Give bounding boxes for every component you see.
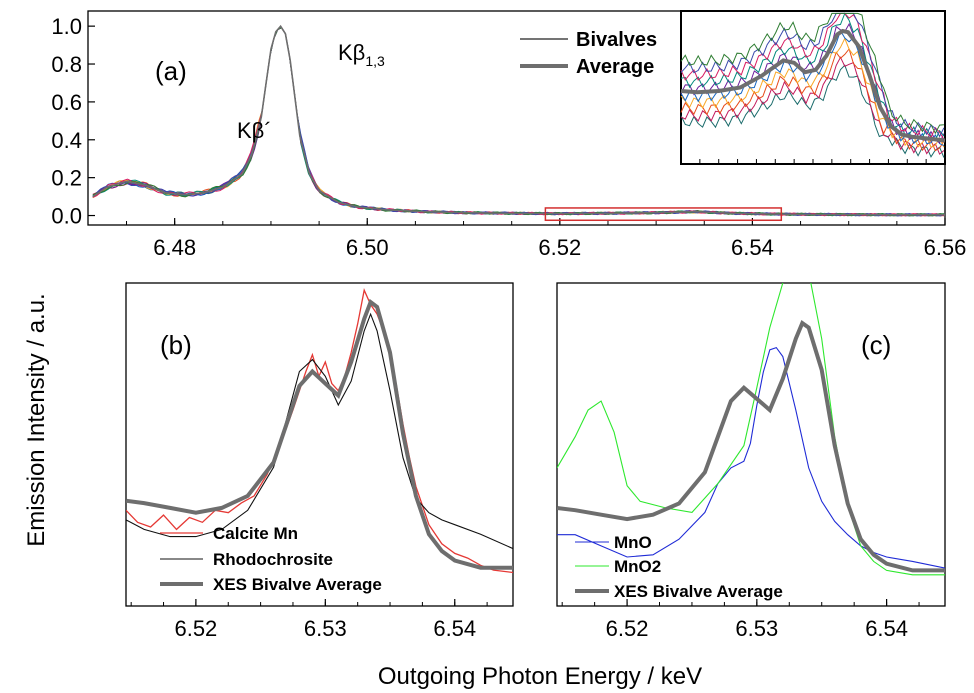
inset-average-line	[680, 28, 946, 143]
panel-c-label: (c)	[861, 330, 891, 360]
panel-a-y-tick-label: 0.8	[51, 52, 82, 77]
panel-c-series-line-3	[557, 320, 945, 573]
panel-b: 6.52 6.53 6.54 (b) Calcite Mn Rhodochrosit…	[125, 282, 514, 641]
panel-c-x-tick-label: 6.53	[735, 616, 778, 641]
panel-c-legend: MnO MnO2 XES Bivalve Average	[575, 533, 783, 601]
panel-c-x-tick-label: 6.52	[606, 616, 649, 641]
panel-b-label: (b)	[160, 330, 192, 360]
panel-c-series-line-2	[557, 283, 945, 576]
x-axis-title: Outgoing Photon Energy / keV	[378, 663, 702, 690]
panel-b-x-tick-label: 6.53	[304, 616, 347, 641]
kb13-annotation: Kβ1,3	[338, 40, 385, 69]
panel-c-frame	[556, 282, 946, 607]
panel-a-y-tick-label: 0.2	[51, 166, 82, 191]
inset-bivalve-line	[680, 56, 945, 155]
panel-a-highlight-box	[544, 207, 783, 222]
legend-b-average-label: XES Bivalve Average	[213, 575, 382, 594]
panel-a-x-tick-label: 6.56	[924, 235, 967, 260]
panel-b-frame	[125, 282, 514, 607]
panel-a-average-line	[92, 24, 945, 216]
panel-a-x-tick-label: 6.50	[346, 235, 389, 260]
panel-b-plot-area: 6.52 6.53 6.54	[125, 282, 514, 641]
legend-mno-label: MnO	[614, 533, 652, 552]
panel-b-series-line-3	[126, 298, 513, 570]
kb13-main: Kβ	[338, 40, 365, 65]
panel-c: 6.52 6.53 6.54 (c) MnO MnO2 XES Bivalve Av…	[556, 282, 946, 641]
panel-b-x-tick-label: 6.52	[174, 616, 217, 641]
panel-a-x-tick-label: 6.54	[731, 235, 774, 260]
inset-bivalve-line	[680, 64, 945, 158]
legend-mno2-label: MnO2	[614, 557, 661, 576]
panel-inset	[680, 10, 946, 165]
panel-c-x-tick-label: 6.54	[865, 616, 908, 641]
legend-bivalves-label: Bivalves	[576, 29, 657, 51]
kb13-subscript: 1,3	[365, 53, 385, 69]
inset-bivalve-line	[680, 12, 945, 140]
panel-a-y-tick-label: 0.4	[51, 128, 82, 153]
panel-a-label: (a)	[155, 56, 187, 86]
panel-a-x-tick-label: 6.52	[538, 235, 581, 260]
panel-b-series-line-2	[126, 312, 513, 550]
panel-b-x-tick-label: 6.54	[433, 616, 476, 641]
legend-c-average-label: XES Bivalve Average	[614, 582, 783, 601]
legend-calcite-label: Calcite Mn	[213, 524, 298, 543]
legend-rhodochrosite-label: Rhodochrosite	[213, 550, 333, 569]
panel-a-y-tick-label: 0.6	[51, 90, 82, 115]
panel-a-y-tick-label: 1.0	[51, 14, 82, 39]
kb-prime-annotation: Kβ´	[237, 118, 272, 143]
panel-a-plot-area: 0.0 0.2 0.4 0.6 0.8 1.0 6.48 6.50 6.52 6.54 6.56	[51, 10, 967, 260]
legend-average-label: Average	[576, 56, 654, 78]
inset-bivalve-line	[680, 12, 944, 135]
panel-c-series-line-1	[557, 346, 945, 569]
panel-a-x-tick-label: 6.48	[153, 235, 196, 260]
panel-b-legend: Calcite Mn Rhodochrosite XES Bivalve Ave…	[160, 524, 382, 594]
panel-c-plot-area: 6.52 6.53 6.54	[556, 282, 946, 641]
panel-a-y-tick-label: 0.0	[51, 204, 82, 229]
panel-a: 0.0 0.2 0.4 0.6 0.8 1.0 6.48 6.50 6.52 6.54 6.56 (…	[51, 10, 967, 260]
y-axis-title: Emission Intensity / a.u.	[23, 293, 50, 546]
inset-bivalve-line	[680, 12, 945, 138]
